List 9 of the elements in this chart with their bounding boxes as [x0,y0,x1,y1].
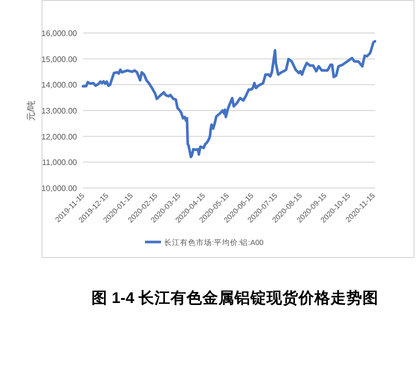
y-tick-label: 11,000.00 [42,158,78,168]
text: 图 1-4 长江有色金属铝锭现货价格走势图 [91,289,379,307]
y-axis-title: 元/吨 [26,100,36,121]
y-tick-label: 16,000.00 [41,29,78,38]
y-tick-label: 14,000.00 [41,80,78,90]
y-tick-label: 10,000.00 [41,184,78,193]
y-tick-label: 15,000.00 [41,54,78,64]
y-tick-label: 13,000.00 [41,106,78,116]
y-tick-label: 12,000.00 [41,132,78,142]
